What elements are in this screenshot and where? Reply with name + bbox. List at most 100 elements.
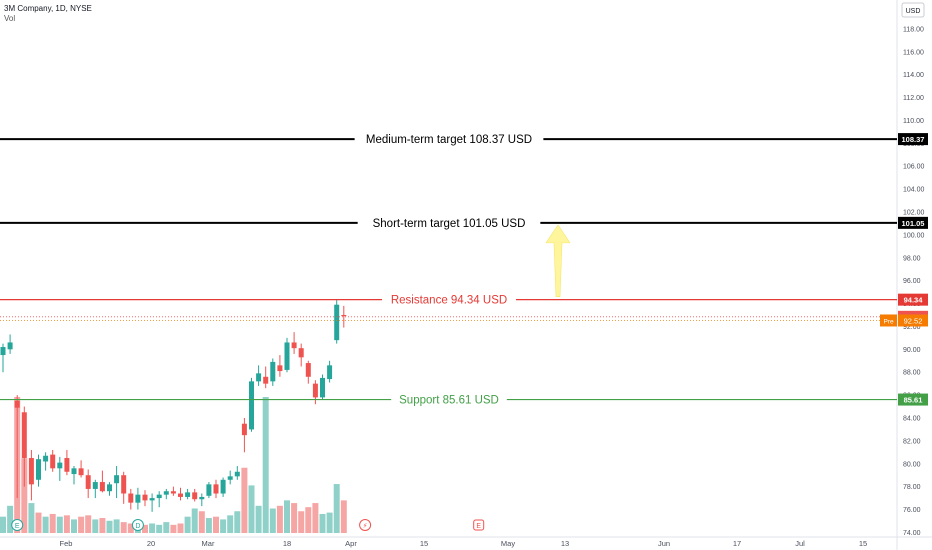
candle-body [50,454,56,469]
candle-body [334,304,340,341]
candle-body [213,484,219,494]
candle-body [0,347,6,356]
candle-body [298,348,304,358]
event-earnings-marker[interactable] [11,519,24,531]
candle-body [43,455,49,462]
volume-bar [248,485,255,533]
x-tick-label: Apr [345,539,357,548]
y-tick-label: 116.00 [903,49,924,56]
candle-body [263,376,269,384]
chart-title: 3M Company, 1D, NYSE [4,4,92,13]
price-axis[interactable]: USD74.0076.0078.0080.0082.0084.0086.0088… [896,0,925,550]
currency-button[interactable] [901,2,925,18]
volume-bar [213,516,219,533]
event-earnings-letter: E [15,523,20,530]
candle-body [185,492,191,497]
y-tick-label: 100.00 [903,232,925,239]
candle-body [28,458,34,485]
x-tick-label: Feb [60,539,73,548]
support-label: Support 85.61 USD [399,395,499,407]
volume-bar [21,458,28,533]
volume-bar [333,484,340,533]
candle-body [128,493,134,503]
y-tick-label: 112.00 [903,95,924,102]
volume-bar [184,516,191,533]
candle-body [142,494,148,501]
candle-body [85,475,91,489]
candle-body [107,484,112,492]
volume-bar [28,503,35,533]
volume-bar [241,467,248,533]
short-target-label: Short-term target 101.05 USD [373,218,526,230]
event-earnings-marker[interactable] [473,519,485,531]
volume-bar [0,516,6,533]
candle-body [135,494,141,503]
volume-bar [71,519,77,533]
candle-body [170,491,176,494]
event-split-marker[interactable] [359,519,372,531]
x-tick-label: 20 [147,539,155,548]
candle-body [341,314,347,317]
candle-body [36,459,41,480]
volume-bar [284,500,290,533]
volume-bar [191,508,198,533]
volume-bar [56,516,63,533]
x-tick-label: Jun [658,539,670,548]
volume-bar [255,505,262,533]
x-tick-label: 15 [859,539,867,548]
volume-bar [312,503,319,533]
event-markers[interactable]: E D ⚡ E [11,519,485,531]
volume-bar [35,512,42,533]
premarket-tag-label: 92.52 [904,316,923,325]
y-tick-label: 78.00 [903,484,921,491]
volume-bar [234,511,241,533]
candle-body [220,479,226,494]
candle-body [320,377,325,398]
x-tick-label: Jul [795,539,805,548]
event-dividend-letter: D [135,523,140,530]
event-split-letter: ⚡ [363,522,368,530]
resistance-tag-label: 94.34 [904,296,924,305]
x-tick-label: May [501,539,515,548]
time-axis[interactable]: Feb 20 Mar 18 Apr 15 May 13 Jun 17 Jul 15 [0,536,932,548]
medium-target-tag [898,133,928,146]
candle-body [241,423,247,436]
candle-body [256,373,262,382]
candle-body [14,400,20,408]
support-tag [898,393,928,406]
candle-body [305,363,311,377]
volume-bar [156,524,163,533]
volume-bar [291,503,298,533]
candle-body [199,496,205,500]
volume-bar [205,518,212,533]
volume-bar [99,518,106,533]
candle-body [71,468,77,475]
candle-body [99,482,105,492]
event-dividend-marker[interactable] [131,519,144,531]
x-tick-label: 13 [561,539,569,548]
volume-bar [305,507,312,533]
volume-bar [142,524,148,533]
volume-bar [120,522,127,533]
y-tick-label: 90.00 [903,347,921,354]
candle-body [192,492,198,500]
candle-body [57,462,63,469]
candle-body [270,361,276,382]
volume-bar [42,516,49,533]
volume-bar [177,523,184,533]
currency-label: USD [906,8,921,15]
y-tick-label: 92.00 [903,324,921,331]
candle-body [21,412,27,459]
candle-body [163,491,169,495]
x-tick-label: 15 [420,539,428,548]
candle-body [291,342,297,349]
levels[interactable]: Medium-term target 108.37 USD Short-term … [0,134,897,407]
candle-body [327,365,333,380]
short-target-tag [898,216,928,229]
volume-bar [220,519,227,533]
volume-bar [326,512,333,533]
y-tick-label: 82.00 [903,438,921,445]
candle-body [7,342,13,350]
